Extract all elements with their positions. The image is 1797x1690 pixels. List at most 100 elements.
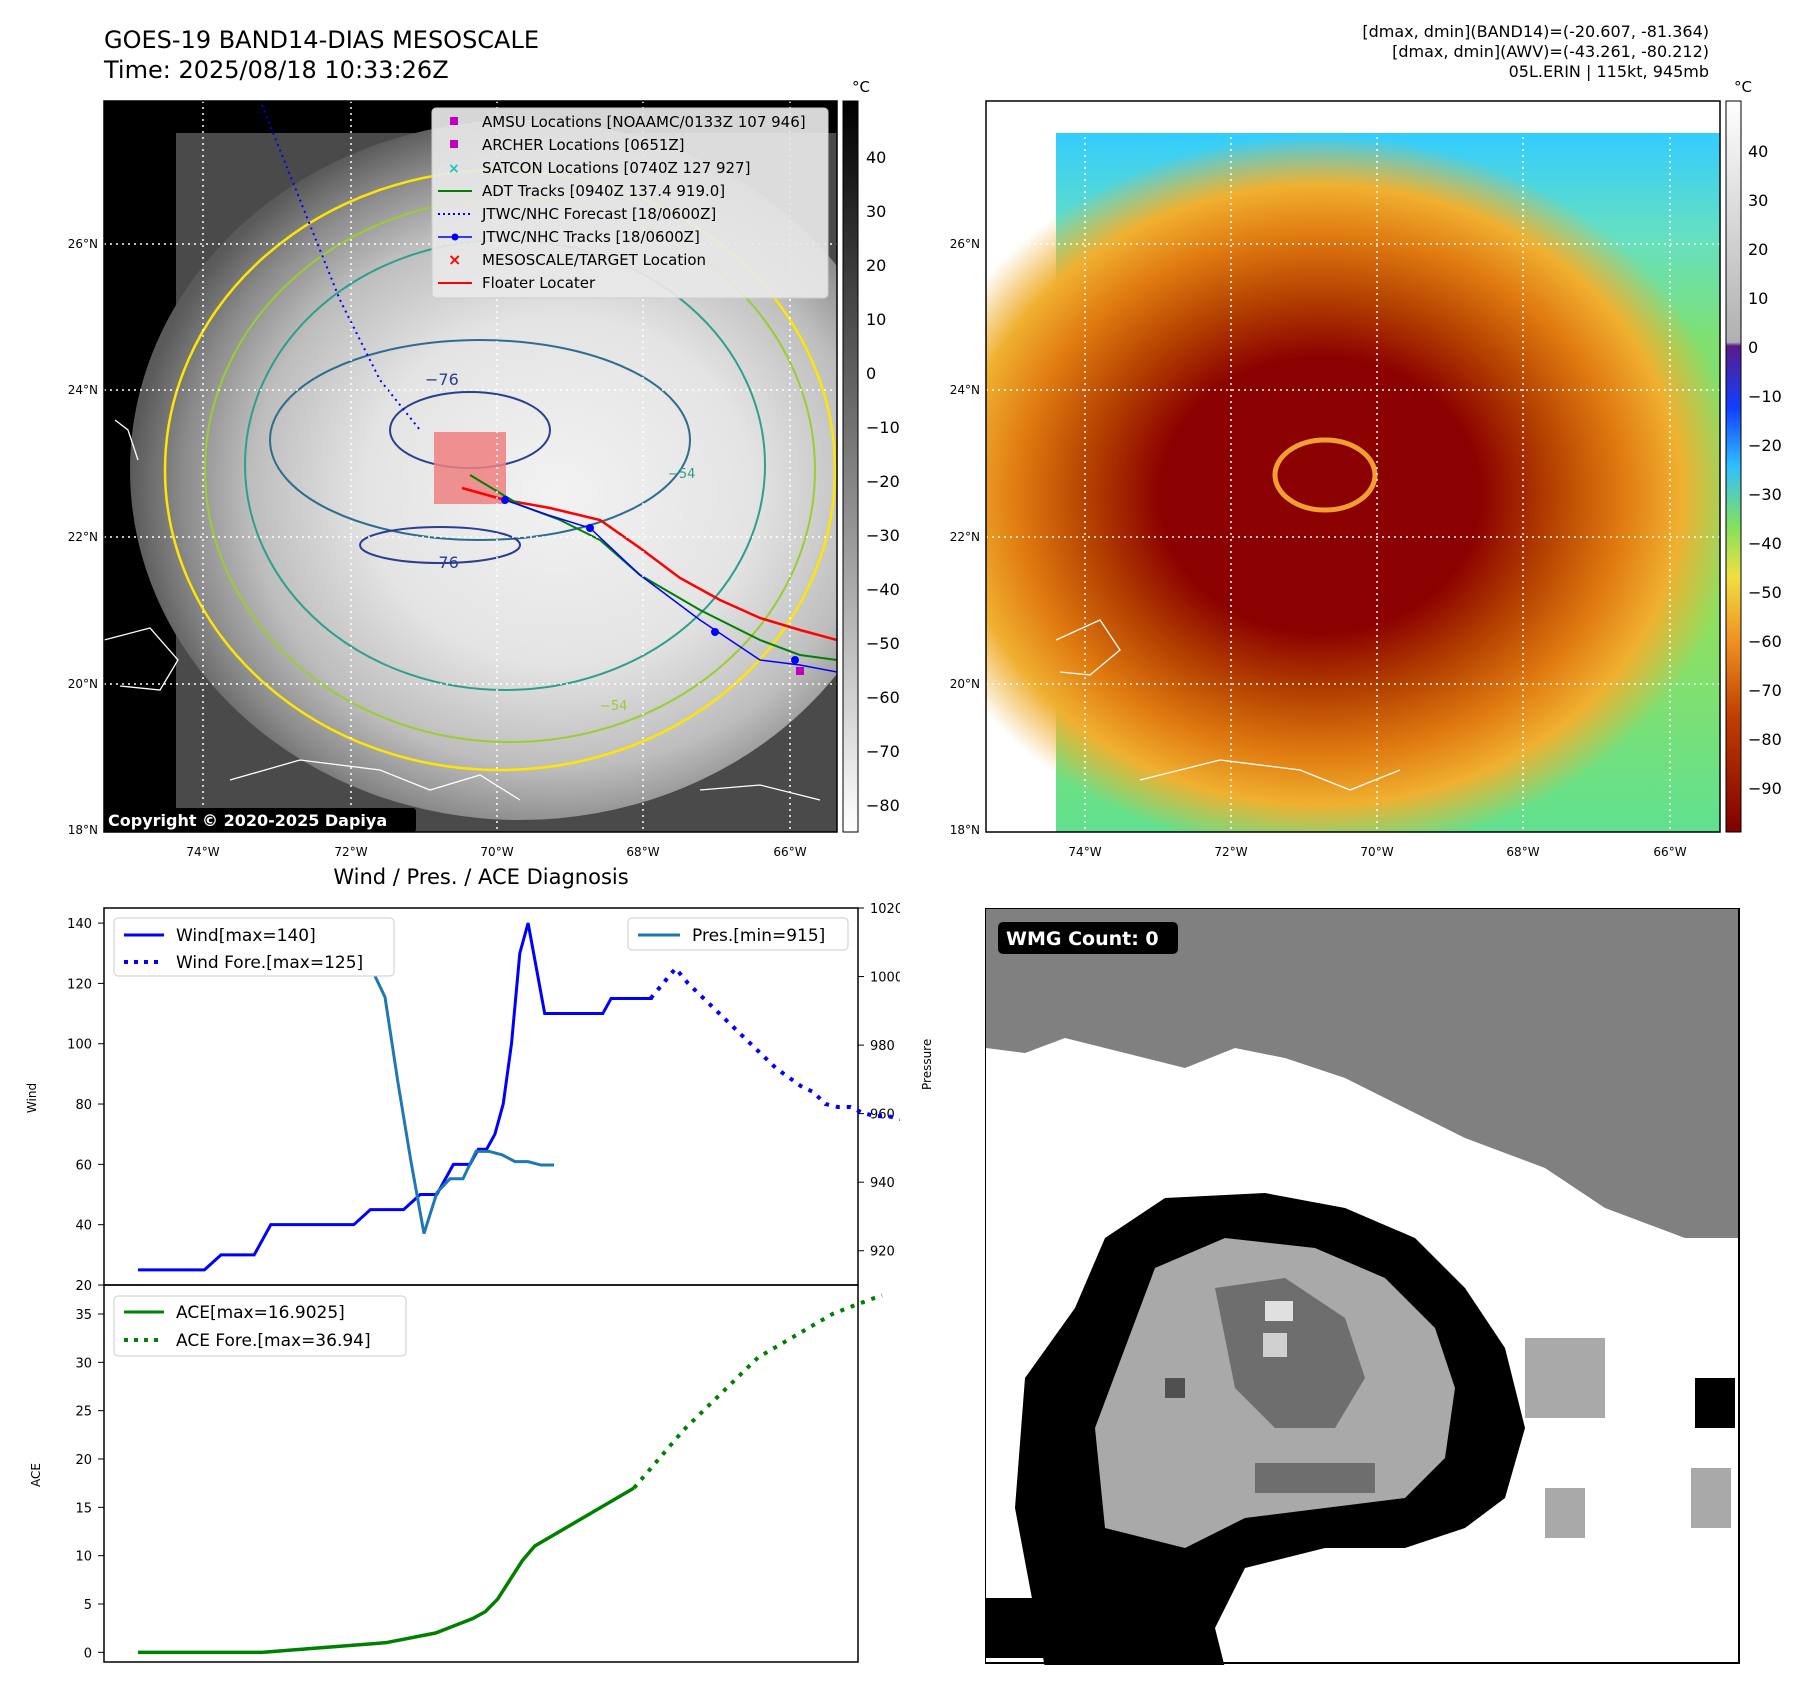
ir-cbar-tick: 40 xyxy=(866,148,886,167)
coastline xyxy=(1055,619,1121,676)
ir-cbar-tick: 0 xyxy=(866,364,876,383)
info-awv: [dmax, dmin](AWV)=(-43.261, -80.212) xyxy=(1392,42,1709,61)
ace-tick-label: 15 xyxy=(75,1501,92,1516)
awv-cbar-tick: −90 xyxy=(1748,779,1782,798)
legend-satcon: SATCON Locations [0740Z 127 927] xyxy=(482,159,750,177)
lon-label: 70°W xyxy=(480,845,513,859)
wmg-gray-region xyxy=(986,909,1738,1238)
coastline xyxy=(104,627,179,691)
ace-axes xyxy=(103,1284,859,1663)
awv-cbar-tick: −40 xyxy=(1748,534,1782,553)
wind-tick-label: 140 xyxy=(67,917,92,932)
ir-cbar-tick: 30 xyxy=(866,202,886,221)
pressure-tick-label: 940 xyxy=(870,1176,895,1191)
contour-label: −76 xyxy=(425,553,459,572)
legend-ace: ACE[max=16.9025] xyxy=(176,1303,345,1323)
awv-cbar-tick: −10 xyxy=(1748,387,1782,406)
legend-target: MESOSCALE/TARGET Location xyxy=(482,251,706,269)
legend-jtwc: JTWC/NHC Tracks [18/0600Z] xyxy=(481,228,700,246)
contour-label: −76 xyxy=(425,370,459,389)
wind-legend: Wind[max=140] Wind Fore.[max=125] xyxy=(113,917,395,977)
timestamp: Time: 2025/08/18 10:33:26Z xyxy=(104,56,449,84)
legend-pressure: Pres.[min=915] xyxy=(692,926,825,946)
wmg-panel: WMG Count: 0 xyxy=(985,908,1740,1665)
lon-label: 70°W xyxy=(1360,845,1393,859)
wmg-count-badge: WMG Count: 0 xyxy=(1006,928,1159,950)
pressure-tick-label: 1000 xyxy=(870,971,900,986)
legend-marker-archer xyxy=(450,140,458,148)
pressure-axis-label-text: Pressure xyxy=(920,1038,934,1090)
lon-label: 72°W xyxy=(334,845,367,859)
awv-cbar-tick: 30 xyxy=(1748,191,1768,210)
wind-series-line xyxy=(138,922,653,1272)
mesoscale-target-box xyxy=(434,432,506,504)
info-storm: 05L.ERIN | 115kt, 945mb xyxy=(1508,62,1709,81)
legend-adt: ADT Tracks [0940Z 137.4 919.0] xyxy=(482,182,725,200)
jtwc-track xyxy=(504,499,837,673)
legend-wind-fore: Wind Fore.[max=125] xyxy=(176,953,363,973)
wind-tick-label: 80 xyxy=(75,1098,92,1113)
lat-label: 22°N xyxy=(950,530,980,544)
legend-archer: ARCHER Locations [0651Z] xyxy=(482,136,685,154)
ace-tick-label: 20 xyxy=(75,1453,92,1468)
legend-marker-satcon: × xyxy=(448,161,460,177)
ir-cbar-tick: −50 xyxy=(866,634,900,653)
ace-tick-label: 30 xyxy=(75,1356,92,1371)
awv-cbar-tick: −80 xyxy=(1748,730,1782,749)
legend-wind: Wind[max=140] xyxy=(176,926,316,946)
contour-label: −54 xyxy=(600,699,627,714)
ir-cbar-tick: −70 xyxy=(866,742,900,761)
awv-eye xyxy=(1272,437,1378,513)
floater-track xyxy=(461,486,837,642)
awv-cbar-tick: 10 xyxy=(1748,289,1768,308)
ace-axis-label: ACE xyxy=(29,1463,43,1487)
legend-forecast: JTWC/NHC Forecast [18/0600Z] xyxy=(481,205,716,223)
wmg-inner xyxy=(1215,1278,1365,1428)
lon-label: 66°W xyxy=(1653,845,1686,859)
pressure-tick-label: 960 xyxy=(870,1108,895,1123)
ace-series-line xyxy=(138,1486,635,1655)
lon-label: 74°W xyxy=(1068,845,1101,859)
wmg-badge-bg xyxy=(998,922,1178,954)
copyright: Copyright © 2020-2025 Dapiya xyxy=(108,811,387,830)
wind-tick-label: 60 xyxy=(75,1158,92,1173)
lon-label: 68°W xyxy=(1506,845,1539,859)
info-band14: [dmax, dmin](BAND14)=(-20.607, -81.364) xyxy=(1362,22,1709,41)
ace-tick-label: 35 xyxy=(75,1308,92,1323)
ir-cbar-tick: −20 xyxy=(866,472,900,491)
ir-cbar-tick: −40 xyxy=(866,580,900,599)
page-title: GOES-19 BAND14-DIAS MESOSCALE xyxy=(104,26,540,54)
awv-cbar-tick: −70 xyxy=(1748,681,1782,700)
awv-cbar-tick: 40 xyxy=(1748,142,1768,161)
lon-label: 74°W xyxy=(186,845,219,859)
wind-tick-label: 100 xyxy=(67,1038,92,1053)
ir-cbar-tick: 10 xyxy=(866,310,886,329)
lon-label: 68°W xyxy=(626,845,659,859)
contour-label: −54 xyxy=(668,467,695,482)
lat-label: 22°N xyxy=(68,530,98,544)
ace-tick-label: 0 xyxy=(84,1646,92,1661)
ace-forecast-line xyxy=(632,1293,883,1490)
awv-cbar-tick: −30 xyxy=(1748,485,1782,504)
legend-floater: Floater Locater xyxy=(482,274,596,292)
lat-label: 24°N xyxy=(68,383,98,397)
lon-label: 66°W xyxy=(773,845,806,859)
wind-forecast-line xyxy=(649,965,900,1122)
awv-cbar-tick: −50 xyxy=(1748,583,1782,602)
lat-label: 20°N xyxy=(68,677,98,691)
legend-marker-target: × xyxy=(448,250,461,269)
diagnosis-title: Wind / Pres. / ACE Diagnosis xyxy=(333,865,629,889)
lat-label: 26°N xyxy=(950,237,980,251)
ace-tick-label: 5 xyxy=(84,1598,92,1613)
ir-colorbar xyxy=(842,100,859,833)
ace-tick-label: 25 xyxy=(75,1405,92,1420)
legend-marker-amsu xyxy=(450,117,458,125)
pressure-legend: Pres.[min=915] xyxy=(627,917,849,951)
awv-cbar-tick: 20 xyxy=(1748,240,1768,259)
wind-tick-label: 20 xyxy=(75,1279,92,1294)
ace-tick-label: 10 xyxy=(75,1550,92,1565)
pressure-tick-label: 980 xyxy=(870,1039,895,1054)
ir-colorbar-unit: °C xyxy=(852,78,870,96)
lat-label: 18°N xyxy=(950,823,980,837)
